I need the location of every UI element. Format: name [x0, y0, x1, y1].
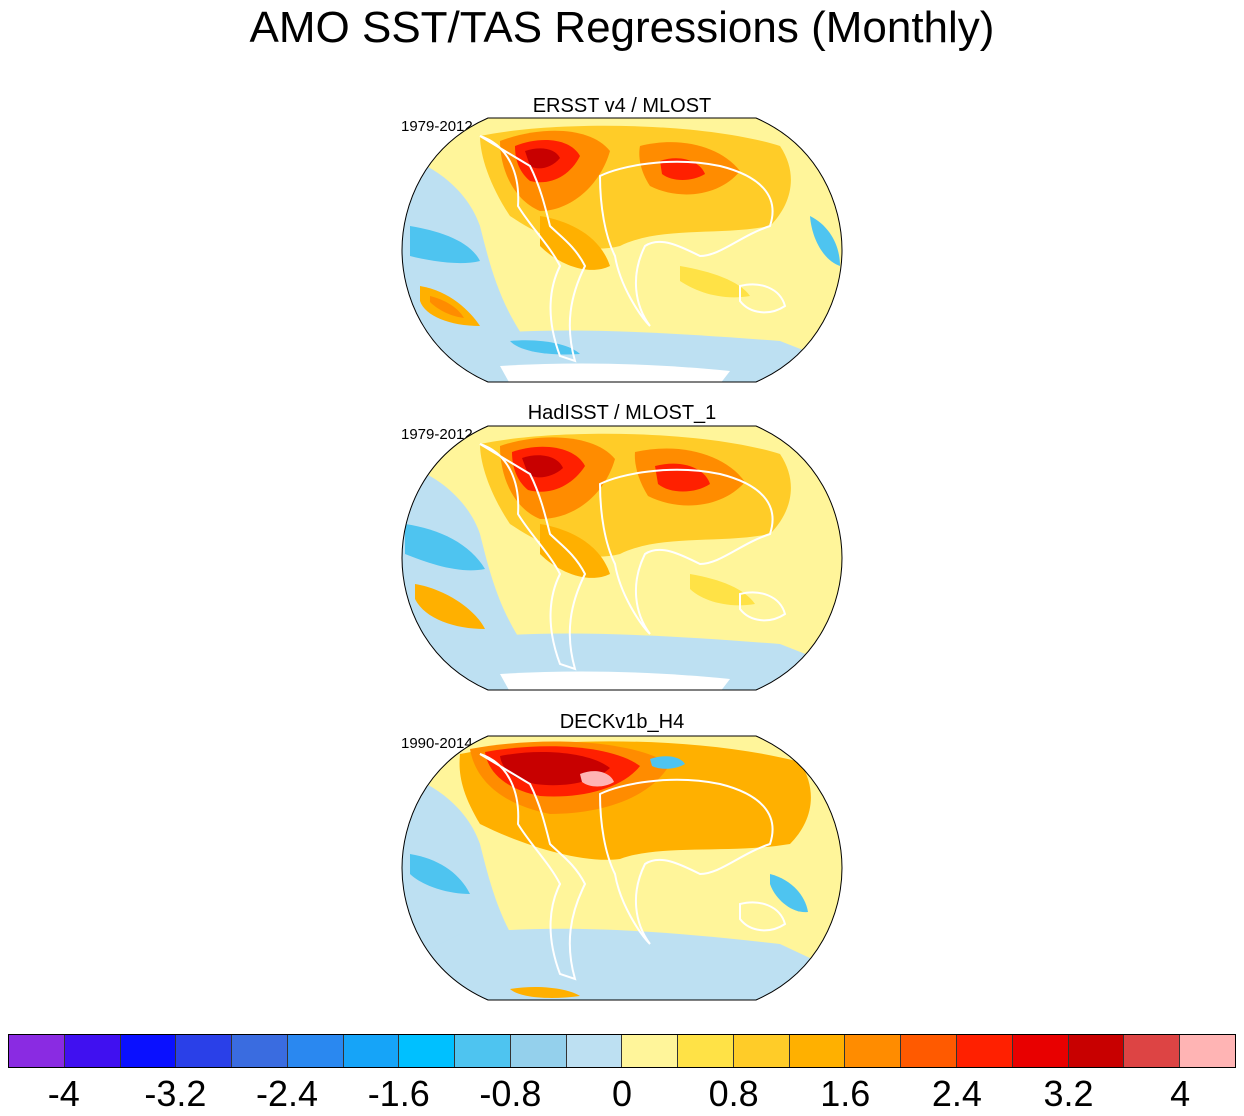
colorbar-cell — [176, 1035, 233, 1067]
colorbar-cell — [1124, 1035, 1181, 1067]
colorbar-cell — [733, 1035, 790, 1067]
colorbar-cell — [1012, 1035, 1069, 1067]
colorbar-cell — [1068, 1035, 1125, 1067]
colorbar-cell — [901, 1035, 958, 1067]
panel-2-map — [401, 425, 843, 691]
colorbar-cell — [287, 1035, 344, 1067]
colorbar-tick-label: 3.2 — [1043, 1073, 1094, 1114]
colorbar-tick-label: -1.6 — [367, 1073, 430, 1114]
colorbar-cell — [789, 1035, 846, 1067]
colorbar-tick-label: 2.4 — [931, 1073, 982, 1114]
colorbar-cell — [678, 1035, 734, 1067]
panel-3-title: DECKv1b_H4 — [559, 711, 685, 733]
colorbar-cell — [957, 1035, 1013, 1067]
colorbar-cell — [343, 1035, 400, 1067]
colorbar-tick-label: 0 — [611, 1073, 633, 1114]
colorbar-cell — [232, 1035, 288, 1067]
colorbar-cell — [1180, 1035, 1235, 1067]
panel-1-map — [401, 117, 843, 383]
panel-2-title: HadISST / MLOST_1 — [527, 402, 717, 424]
colorbar-cell — [455, 1035, 511, 1067]
colorbar — [8, 1034, 1236, 1068]
colorbar-tick-label: 4 — [1170, 1073, 1191, 1114]
colorbar-cell — [9, 1035, 65, 1067]
colorbar-tick-label: 0.8 — [708, 1073, 759, 1114]
colorbar-tick-label: -3.2 — [144, 1073, 207, 1114]
colorbar-cell — [845, 1035, 902, 1067]
figure-title: AMO SST/TAS Regressions (Monthly) — [249, 3, 995, 52]
panel-3-map — [401, 735, 843, 1001]
colorbar-cell — [622, 1035, 679, 1067]
colorbar-cell — [399, 1035, 456, 1067]
panel-1-period: 1979-2012 — [401, 118, 473, 135]
panel-2-period: 1979-2012 — [401, 426, 473, 443]
panel-1-title: ERSST v4 / MLOST — [532, 95, 712, 117]
colorbar-cell — [566, 1035, 623, 1067]
panel-3-period: 1990-2014 — [401, 735, 473, 752]
colorbar-tick-label: 1.6 — [820, 1073, 871, 1114]
colorbar-tick-label: -2.4 — [256, 1073, 319, 1114]
colorbar-cell — [510, 1035, 567, 1067]
colorbar-cell — [120, 1035, 177, 1067]
colorbar-cell — [64, 1035, 121, 1067]
colorbar-tick-label: -0.8 — [479, 1073, 542, 1114]
colorbar-tick-label: -4 — [47, 1073, 80, 1114]
